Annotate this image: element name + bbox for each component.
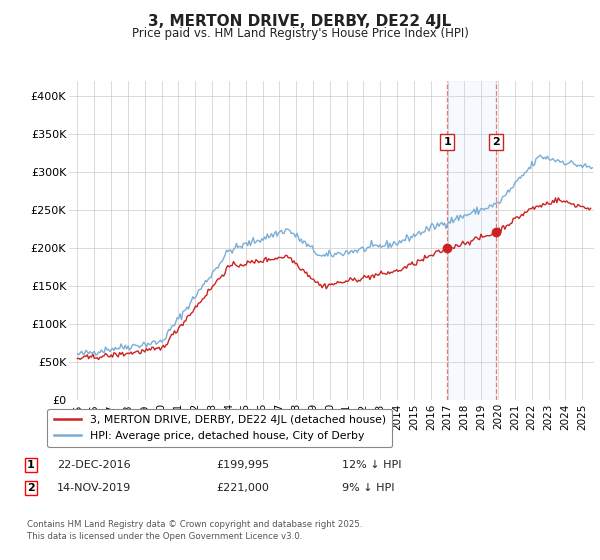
- Text: £199,995: £199,995: [216, 460, 269, 470]
- Text: 9% ↓ HPI: 9% ↓ HPI: [342, 483, 395, 493]
- Text: £221,000: £221,000: [216, 483, 269, 493]
- Text: Contains HM Land Registry data © Crown copyright and database right 2025.
This d: Contains HM Land Registry data © Crown c…: [27, 520, 362, 541]
- Legend: 3, MERTON DRIVE, DERBY, DE22 4JL (detached house), HPI: Average price, detached : 3, MERTON DRIVE, DERBY, DE22 4JL (detach…: [47, 409, 392, 447]
- Text: 1: 1: [443, 137, 451, 147]
- Text: 3, MERTON DRIVE, DERBY, DE22 4JL: 3, MERTON DRIVE, DERBY, DE22 4JL: [148, 14, 452, 29]
- Text: Price paid vs. HM Land Registry's House Price Index (HPI): Price paid vs. HM Land Registry's House …: [131, 27, 469, 40]
- Text: 2: 2: [492, 137, 500, 147]
- Text: 12% ↓ HPI: 12% ↓ HPI: [342, 460, 401, 470]
- Text: 1: 1: [27, 460, 35, 470]
- Bar: [447, 81, 496, 400]
- Text: 22-DEC-2016: 22-DEC-2016: [57, 460, 131, 470]
- Text: 2: 2: [27, 483, 35, 493]
- Text: 14-NOV-2019: 14-NOV-2019: [57, 483, 131, 493]
